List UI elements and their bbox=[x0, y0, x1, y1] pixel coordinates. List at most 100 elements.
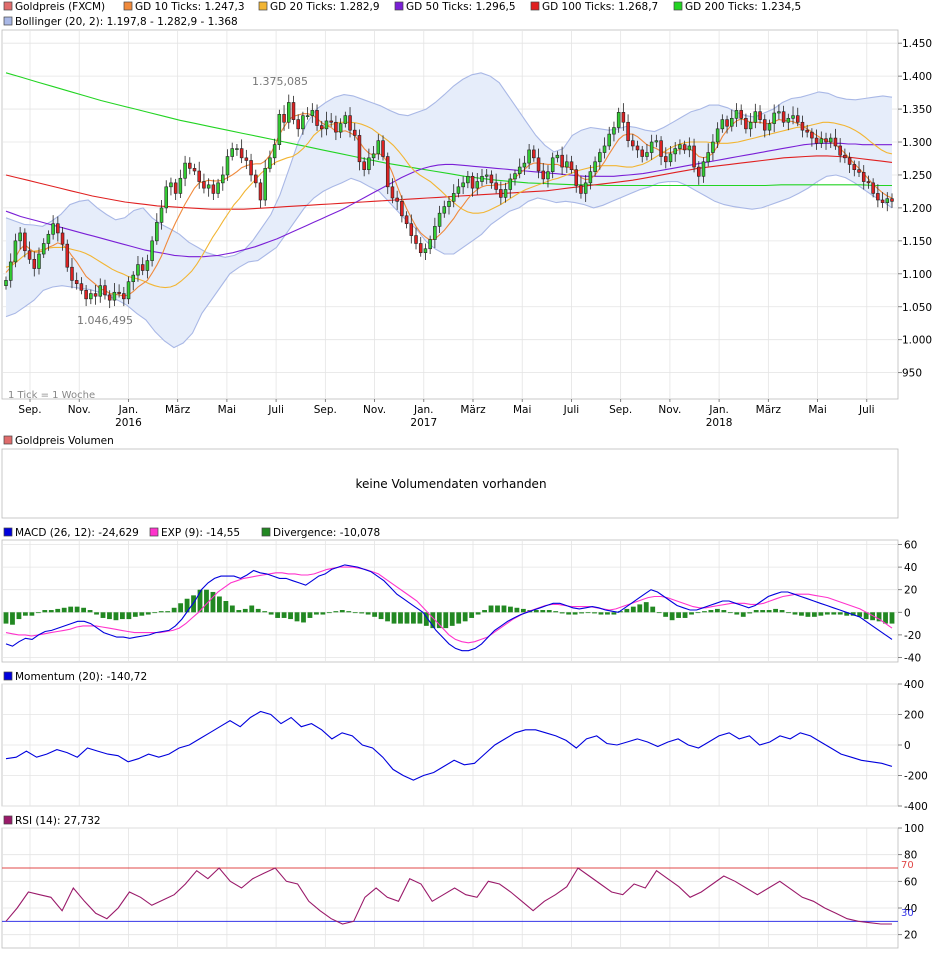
candle bbox=[781, 111, 786, 123]
y-tick-label: 1.100 bbox=[902, 269, 932, 281]
candle bbox=[786, 117, 791, 123]
divergence-bar bbox=[372, 612, 378, 617]
divergence-bar bbox=[184, 598, 190, 613]
y-tick-label: 200 bbox=[904, 710, 924, 722]
candle bbox=[150, 240, 154, 261]
volume-plot-area bbox=[1, 448, 899, 519]
legend-text-gd200: GD 200 Ticks: 1.234,5 bbox=[685, 1, 801, 13]
candle bbox=[385, 156, 390, 188]
candle bbox=[847, 157, 852, 165]
candle bbox=[494, 182, 498, 190]
divergence-bar bbox=[650, 606, 656, 613]
candle bbox=[89, 293, 93, 300]
candle bbox=[607, 133, 611, 147]
divergence-bar bbox=[682, 612, 688, 618]
divergence-bar bbox=[559, 612, 565, 614]
candle bbox=[13, 240, 18, 263]
candle bbox=[569, 161, 574, 170]
bollinger-upper bbox=[5, 72, 893, 258]
y-tick-label: 20 bbox=[904, 930, 917, 942]
divergence-bar bbox=[462, 612, 468, 622]
divergence-bar bbox=[385, 612, 390, 622]
year-label: 2018 bbox=[706, 417, 733, 429]
divergence-bar bbox=[29, 612, 35, 616]
divergence-bar bbox=[423, 612, 429, 626]
candle bbox=[527, 149, 531, 164]
divergence-bar bbox=[55, 608, 61, 613]
candle bbox=[202, 181, 206, 189]
candle bbox=[838, 145, 842, 156]
candle bbox=[211, 184, 216, 194]
candle bbox=[734, 110, 739, 119]
divergence-bar bbox=[74, 606, 80, 613]
x-tick-label: Nov. bbox=[658, 404, 681, 416]
rsi-y-axis: 100 80 60 40 20 bbox=[898, 823, 924, 942]
high-price-label: 1.375,085 bbox=[252, 75, 308, 88]
candle bbox=[362, 161, 366, 170]
candle bbox=[456, 186, 461, 194]
macd-legend: MACD (26, 12): -24,629 EXP (9): -14,55 Div… bbox=[3, 527, 380, 539]
candle bbox=[753, 111, 758, 123]
candle bbox=[254, 174, 258, 184]
candle bbox=[70, 266, 74, 281]
candle bbox=[555, 154, 560, 159]
candle bbox=[602, 145, 607, 153]
divergence-bar bbox=[229, 605, 235, 613]
candle bbox=[343, 115, 348, 124]
candle bbox=[876, 193, 880, 201]
y-tick-label: 20 bbox=[904, 585, 917, 597]
candle bbox=[131, 274, 136, 283]
divergence-bar bbox=[411, 612, 416, 624]
divergence-bar bbox=[708, 610, 714, 613]
exp-line bbox=[5, 566, 893, 644]
divergence-bar bbox=[495, 605, 500, 613]
x-tick-label: Nov. bbox=[363, 404, 386, 416]
legend-swatch bbox=[261, 527, 271, 537]
candle bbox=[739, 110, 743, 119]
low-price-label: 1.046,495 bbox=[77, 314, 133, 327]
divergence-bar bbox=[850, 612, 856, 616]
momentum-y-axis: 400 200 0 -200 -400 bbox=[898, 679, 928, 813]
divergence-bar bbox=[217, 596, 222, 613]
candle bbox=[197, 170, 201, 182]
candle bbox=[244, 157, 249, 161]
candle bbox=[404, 215, 409, 225]
divergence-bar bbox=[805, 612, 811, 617]
candle bbox=[715, 128, 720, 143]
macd-plot-area bbox=[1, 539, 899, 663]
legend-text-price: Goldpreis (FXCM) bbox=[15, 1, 105, 13]
divergence-bar bbox=[695, 612, 701, 614]
candle bbox=[451, 193, 456, 202]
divergence-bar bbox=[255, 608, 261, 613]
candle bbox=[155, 222, 159, 242]
divergence-bar bbox=[365, 612, 371, 615]
y-tick-label: 1.450 bbox=[902, 38, 932, 50]
legend-swatch-gd200 bbox=[673, 1, 683, 11]
bollinger-lower bbox=[5, 174, 893, 349]
candle bbox=[762, 119, 767, 131]
x-tick-label: Sep. bbox=[314, 404, 337, 416]
candle bbox=[470, 175, 475, 189]
candle bbox=[41, 243, 46, 255]
macd-lines bbox=[5, 564, 893, 652]
legend-text-gd10: GD 10 Ticks: 1.247,3 bbox=[135, 1, 245, 13]
divergence-bar bbox=[333, 611, 339, 613]
candle bbox=[371, 153, 376, 159]
divergence-bar bbox=[592, 612, 597, 614]
x-tick-label: Nov. bbox=[68, 404, 91, 416]
divergence-bar bbox=[837, 612, 843, 615]
divergence-bar bbox=[475, 612, 481, 615]
main-legend: Goldpreis (FXCM) GD 10 Ticks: 1.247,3 GD 2… bbox=[3, 1, 801, 13]
candle bbox=[46, 233, 51, 244]
candle bbox=[828, 137, 833, 143]
legend-text-gd50: GD 50 Ticks: 1.296,5 bbox=[406, 1, 516, 13]
candle bbox=[79, 283, 84, 291]
divergence-bar bbox=[3, 612, 9, 624]
rsi-upper-label: 70 bbox=[901, 860, 914, 871]
divergence-bar bbox=[540, 610, 546, 613]
y-tick-label: 60 bbox=[904, 876, 917, 888]
y-tick-label: 1.200 bbox=[902, 203, 932, 215]
divergence-bar bbox=[326, 612, 332, 614]
candle bbox=[305, 115, 310, 117]
divergence-bar bbox=[275, 612, 281, 618]
